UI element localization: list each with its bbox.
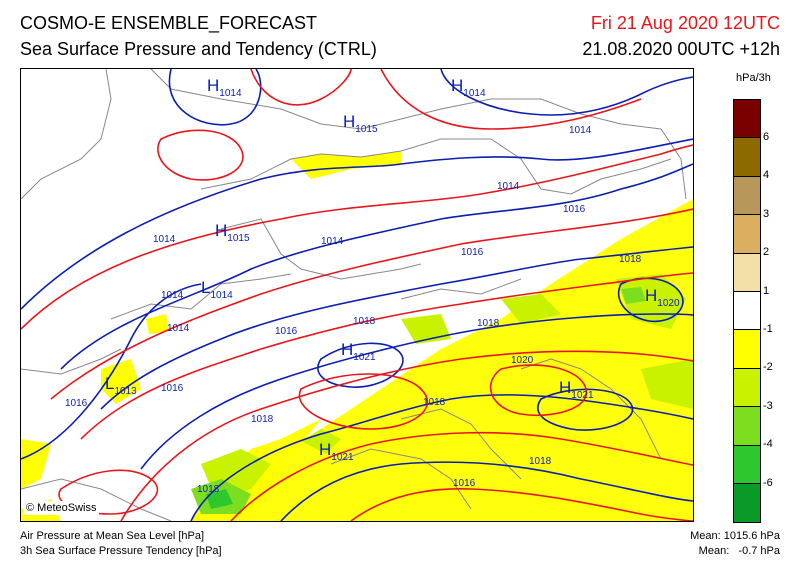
svg-text:H1015: H1015 [343, 112, 378, 135]
color-bin [734, 330, 760, 369]
chart-title: COSMO-E ENSEMBLE_FORECAST [20, 13, 318, 33]
color-bin [734, 483, 760, 523]
chart-subtitle: Sea Surface Pressure and Tendency (CTRL) [20, 39, 377, 59]
center-value: 1020 [657, 298, 680, 309]
isobar-label: 1016 [161, 383, 184, 394]
center-value: 1021 [571, 390, 594, 401]
isobar-label: 1018 [529, 456, 552, 467]
center-type: H [319, 440, 331, 459]
footer-tendency-label: 3h Sea Surface Pressure Tendency [hPa] [20, 545, 222, 557]
isobar-label: 1014 [321, 236, 344, 247]
center-type: L [105, 374, 114, 393]
country-borders [21, 69, 687, 521]
legend-tick: -1 [763, 323, 773, 335]
legend-unit: hPa/3h [736, 72, 771, 84]
red-isobars [21, 69, 693, 521]
center-type: H [215, 221, 227, 240]
color-bin [734, 445, 760, 484]
center-value: 1015 [355, 124, 378, 135]
isobar-label: 1018 [619, 254, 642, 265]
footer-pressure-label: Air Pressure at Mean Sea Level [hPa] [20, 530, 205, 542]
legend-tick: -4 [763, 438, 773, 450]
svg-text:H1021: H1021 [319, 440, 354, 463]
legend-tick: -6 [763, 477, 773, 489]
center-type: H [341, 340, 353, 359]
legend-tick: -2 [763, 361, 773, 373]
valid-time: Fri 21 Aug 2020 12UTC [590, 13, 780, 33]
svg-text:H1021: H1021 [341, 340, 376, 363]
run-time: 21.08.2020 00UTC +12h [582, 39, 780, 59]
isobar-label: 1014 [161, 290, 184, 301]
center-value: 1014 [210, 290, 233, 301]
tendency-shading [21, 151, 693, 521]
isobar-label: 1016 [275, 326, 298, 337]
center-value: 1015 [227, 233, 250, 244]
isobar-label: 1018 [477, 318, 500, 329]
isobar-label: 1014 [569, 125, 592, 136]
svg-text:H1020: H1020 [645, 286, 680, 309]
center-type: H [343, 112, 355, 131]
color-bin [734, 368, 760, 408]
isobar-labels: 1014 1014 1014 1016 1018 1014 1014 1016 … [65, 125, 642, 495]
svg-text:H1014: H1014 [207, 76, 242, 99]
isobar-label: 1020 [511, 355, 534, 366]
isobar-label: 1016 [461, 247, 484, 258]
svg-text:H1021: H1021 [559, 378, 594, 401]
pressure-centers: H1014 H1014 H1015 H1015 L1014 L1013 H102… [105, 76, 680, 463]
forecast-map[interactable]: H1014 H1014 H1015 H1015 L1014 L1013 H102… [20, 68, 694, 522]
isobar-label: 1018 [197, 484, 220, 495]
isobar-label: 1014 [153, 234, 176, 245]
isobar-label: 1016 [453, 478, 476, 489]
color-bin [734, 100, 760, 139]
center-type: H [645, 286, 657, 305]
legend-tick: 3 [763, 208, 770, 220]
color-bin [734, 407, 760, 446]
color-bin [734, 291, 760, 331]
isobar-label: 1018 [251, 414, 274, 425]
center-type: L [201, 278, 210, 297]
color-bin [734, 253, 760, 292]
legend-tick: 2 [763, 246, 770, 258]
legend-tick: 4 [763, 169, 770, 181]
map-canvas: H1014 H1014 H1015 H1015 L1014 L1013 H102… [21, 69, 693, 521]
isobar-label: 1014 [167, 323, 190, 334]
color-bin [734, 138, 760, 177]
center-type: H [559, 378, 571, 397]
center-value: 1014 [219, 88, 242, 99]
legend-tick: 1 [763, 285, 770, 297]
legend-tick: -3 [763, 400, 773, 412]
center-type: H [207, 76, 219, 95]
center-value: 1013 [114, 386, 137, 397]
svg-text:L1014: L1014 [201, 278, 233, 301]
isobar-label: 1016 [563, 204, 586, 215]
isobar-label: 1014 [497, 181, 520, 192]
color-bar [733, 99, 761, 524]
svg-text:L1013: L1013 [105, 374, 137, 397]
mean-tendency: Mean: -0.7 hPa [698, 545, 780, 557]
center-type: H [451, 76, 463, 95]
mean-pressure: Mean: 1015.6 hPa [690, 530, 780, 542]
legend-tick: 6 [763, 131, 770, 143]
svg-text:H1015: H1015 [215, 221, 250, 244]
isobar-label: 1018 [353, 316, 376, 327]
svg-text:H1014: H1014 [451, 76, 486, 99]
color-bin [734, 176, 760, 216]
isobar-label: 1016 [65, 398, 88, 409]
center-value: 1021 [331, 452, 354, 463]
copyright-label: © MeteoSwiss [23, 501, 100, 515]
isobar-label: 1018 [423, 397, 446, 408]
center-value: 1021 [353, 352, 376, 363]
color-bin [734, 215, 760, 254]
center-value: 1014 [463, 88, 486, 99]
